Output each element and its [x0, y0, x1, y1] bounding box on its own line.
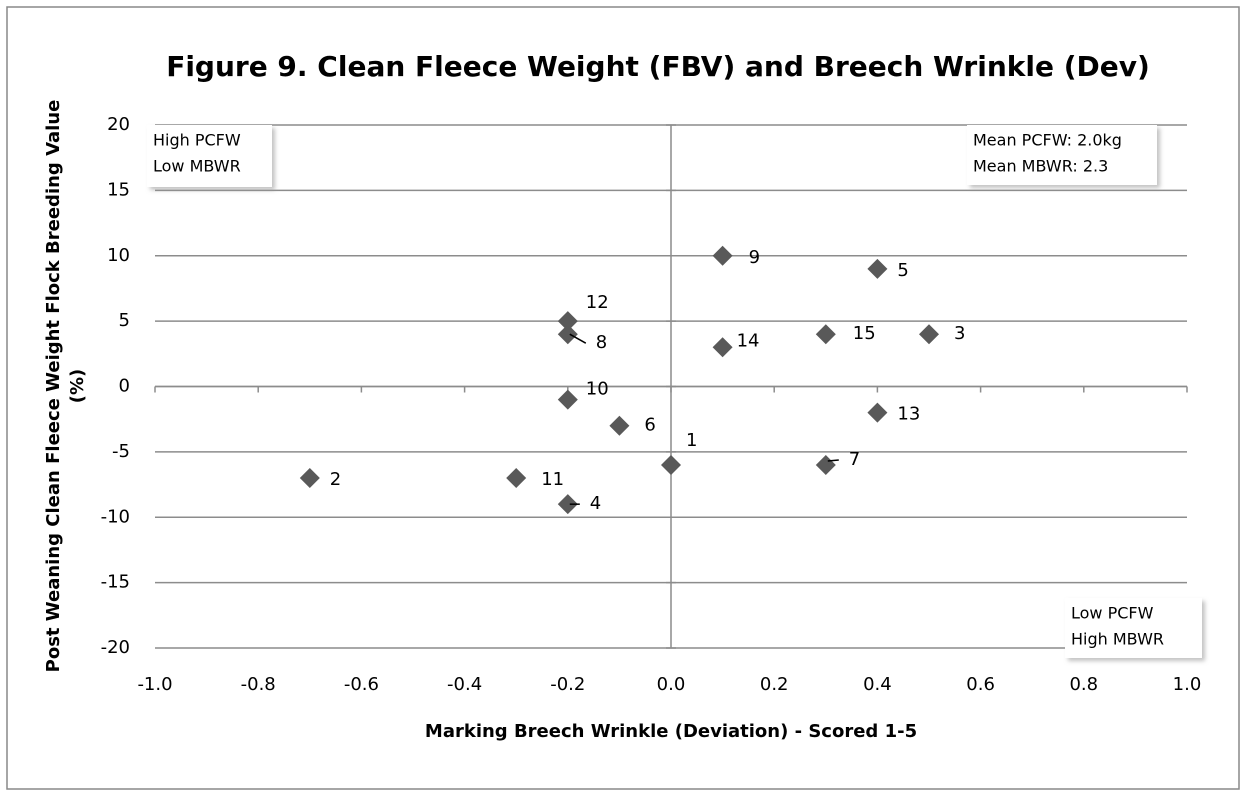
y-axis-label-group: Post Weaning Clean Fleece Weight Flock B…	[43, 100, 88, 673]
data-point	[919, 324, 939, 345]
point-label: 14	[737, 330, 760, 351]
point-label: 6	[644, 415, 655, 436]
y-tick-label: 10	[107, 245, 130, 266]
y-tick-label: 20	[107, 114, 130, 135]
annotation-text: Mean MBWR: 2.3	[973, 157, 1108, 176]
point-label: 10	[586, 379, 609, 400]
annotation-box	[967, 125, 1157, 185]
data-point	[557, 311, 578, 332]
y-tick-label: 15	[107, 179, 130, 200]
x-tick-label: 0.8	[1069, 674, 1098, 695]
point-label: 11	[541, 469, 564, 490]
x-tick-label: -0.8	[241, 674, 276, 695]
y-axis-label: Post Weaning Clean Fleece Weight Flock B…	[43, 100, 64, 673]
x-axis-label: Marking Breech Wrinkle (Deviation) - Sco…	[425, 721, 917, 742]
x-tick-label: 0.4	[863, 674, 892, 695]
annotation-text: High MBWR	[1071, 630, 1164, 649]
data-point	[557, 324, 578, 345]
annotation-box	[147, 125, 272, 187]
data-point	[506, 468, 527, 489]
data-point	[815, 324, 836, 345]
data-point	[299, 468, 320, 489]
x-tick-label: 0.2	[760, 674, 789, 695]
x-tick-label: 1.0	[1173, 674, 1202, 695]
data-point	[661, 454, 681, 475]
chart-title: Figure 9. Clean Fleece Weight (FBV) and …	[166, 50, 1150, 83]
y-tick-label: -20	[101, 637, 130, 658]
point-label: 3	[954, 323, 965, 344]
x-tick-label: -0.4	[447, 674, 482, 695]
point-label: 9	[749, 247, 760, 268]
point-label: 2	[330, 469, 341, 490]
annotation-text: Low MBWR	[153, 157, 241, 176]
x-tick-label: 0.6	[966, 674, 995, 695]
point-label: 7	[849, 449, 860, 470]
y-tick-label: -15	[101, 572, 130, 593]
point-label: 5	[897, 260, 908, 281]
point-label: 8	[596, 332, 607, 353]
point-label: 4	[590, 493, 601, 514]
annotation-text: High PCFW	[153, 131, 241, 150]
data-point	[867, 258, 888, 279]
data-point	[712, 337, 733, 358]
data-point	[867, 402, 888, 423]
y-tick-label: -10	[101, 506, 130, 527]
annotation-text: Low PCFW	[1071, 604, 1154, 623]
x-tick-label: -1.0	[137, 674, 172, 695]
y-tick-label: 0	[119, 376, 130, 397]
x-tick-label: -0.2	[550, 674, 585, 695]
leader-line	[569, 333, 587, 344]
x-tick-label: 0.0	[657, 674, 686, 695]
x-tick-label: -0.6	[344, 674, 379, 695]
annotation-text: Mean PCFW: 2.0kg	[973, 131, 1122, 150]
point-label: 15	[853, 323, 876, 344]
leader-line	[827, 459, 839, 462]
annotation-box	[1065, 598, 1202, 658]
point-label: 13	[897, 404, 920, 425]
point-label: 1	[686, 430, 697, 451]
y-tick-label: -5	[112, 441, 130, 462]
data-point	[557, 389, 578, 410]
data-point	[712, 245, 733, 266]
data-point	[609, 415, 630, 436]
y-tick-label: 5	[119, 310, 130, 331]
point-label: 12	[586, 292, 609, 313]
data-point	[557, 494, 578, 515]
y-axis-label: (%)	[67, 369, 88, 404]
